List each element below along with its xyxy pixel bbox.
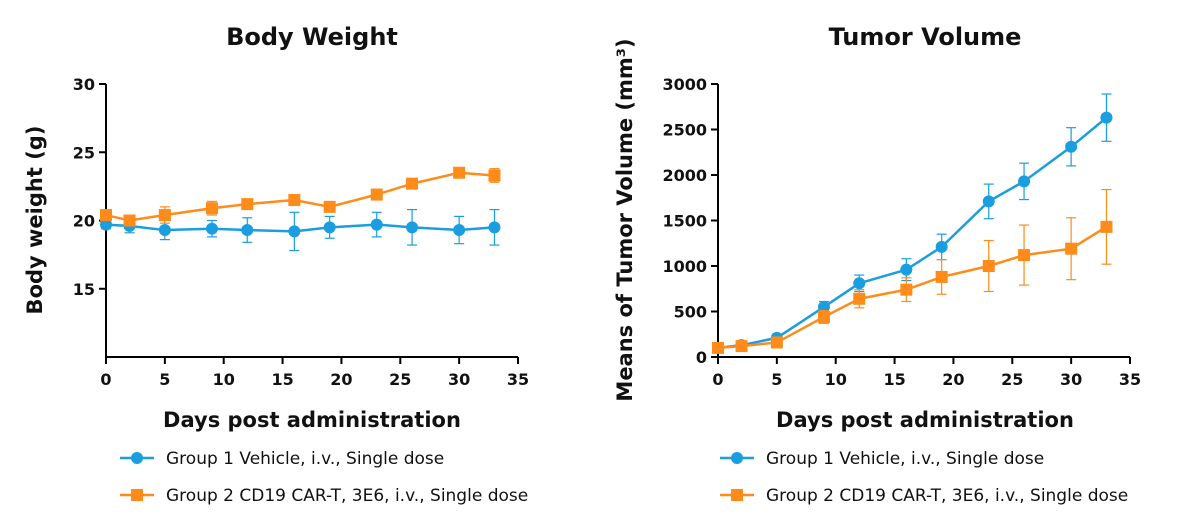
x-tick-label: 25 <box>389 370 411 389</box>
data-point <box>453 224 466 237</box>
data-point <box>900 283 913 296</box>
data-point <box>205 222 218 235</box>
legend-item: Group 2 CD19 CAR-T, 3E6, i.v., Single do… <box>720 486 1128 506</box>
data-point <box>935 240 948 253</box>
series-2 <box>712 188 1113 354</box>
legend-item: Group 1 Vehicle, i.v., Single dose <box>120 449 444 469</box>
data-point <box>158 209 171 222</box>
data-point <box>288 194 301 207</box>
data-point <box>817 310 830 323</box>
data-point <box>488 169 501 182</box>
x-tick-label: 25 <box>1001 370 1023 389</box>
data-point <box>241 224 254 237</box>
legend-label: Group 1 Vehicle, i.v., Single dose <box>166 449 444 469</box>
x-tick-label: 15 <box>883 370 905 389</box>
data-point <box>370 188 383 201</box>
x-tick-label: 5 <box>771 370 782 389</box>
data-point <box>853 277 866 290</box>
y-tick-label: 1500 <box>662 212 707 231</box>
data-point <box>770 336 783 349</box>
data-point <box>406 177 419 190</box>
x-tick-label: 15 <box>271 370 293 389</box>
x-tick-label: 30 <box>448 370 470 389</box>
data-point <box>1100 111 1113 124</box>
legend-left: Group 1 Vehicle, i.v., Single dose Group … <box>120 449 528 506</box>
y-tick-label: 15 <box>73 280 95 299</box>
body-weight-plot-area: 0 5 10 15 20 25 30 35 15 20 25 30 <box>73 75 529 389</box>
data-point <box>712 341 724 354</box>
data-point <box>982 195 995 208</box>
y-tick-label: 2500 <box>662 121 707 140</box>
chart-title: Body Weight <box>226 23 398 51</box>
data-point <box>1018 249 1031 262</box>
series-2 <box>100 166 501 227</box>
y-tick-label: 2000 <box>662 166 707 185</box>
legend-item: Group 1 Vehicle, i.v., Single dose <box>720 449 1044 469</box>
x-tick-label: 0 <box>100 370 111 389</box>
data-point <box>1100 220 1113 233</box>
y-tick-label: 3000 <box>662 75 707 94</box>
data-point <box>323 221 336 234</box>
y-tick-label: 30 <box>73 75 95 94</box>
x-tick-label: 10 <box>825 370 847 389</box>
data-point <box>453 166 466 179</box>
y-tick-label: 25 <box>73 143 95 162</box>
data-point <box>370 218 383 231</box>
data-point <box>817 300 830 313</box>
x-tick-label: 20 <box>942 370 964 389</box>
y-axis-label: Means of Tumor Volume (mm³) <box>613 38 637 401</box>
data-point <box>1018 175 1031 188</box>
legend-marker-square <box>131 489 143 501</box>
chart-title: Tumor Volume <box>829 23 1022 51</box>
y-tick-label: 0 <box>696 348 707 367</box>
legend-marker-circle <box>131 452 143 464</box>
x-axis-label: Days post administration <box>163 408 461 432</box>
data-point <box>100 218 112 231</box>
data-point <box>1065 242 1078 255</box>
y-tick-label: 1000 <box>662 257 707 276</box>
legend-item: Group 2 CD19 CAR-T, 3E6, i.v., Single do… <box>120 486 528 506</box>
x-tick-label: 5 <box>159 370 170 389</box>
data-point <box>735 340 748 353</box>
x-tick-label: 20 <box>330 370 352 389</box>
tumor-volume-chart: Tumor Volume Days post administration Me… <box>613 23 1141 432</box>
data-point <box>900 263 913 276</box>
legend-marker-circle <box>731 452 743 464</box>
legend-label: Group 2 CD19 CAR-T, 3E6, i.v., Single do… <box>766 486 1128 506</box>
data-point <box>100 209 112 222</box>
data-point <box>241 198 254 211</box>
x-axis-label: Days post administration <box>776 408 1074 432</box>
body-weight-chart: Body Weight Days post administration Bod… <box>23 23 529 432</box>
x-tick-label: 10 <box>213 370 235 389</box>
legend-right: Group 1 Vehicle, i.v., Single dose Group … <box>720 449 1128 506</box>
data-point <box>123 214 136 227</box>
data-point <box>205 202 218 215</box>
x-tick-label: 35 <box>1119 370 1141 389</box>
data-point <box>288 225 301 238</box>
x-tick-label: 35 <box>507 370 529 389</box>
legend-label: Group 1 Vehicle, i.v., Single dose <box>766 449 1044 469</box>
data-point <box>158 224 171 237</box>
data-point <box>982 260 995 272</box>
tumor-volume-plot-area: 0 5 10 15 20 25 30 35 0 500 1000 1500 2000 2500 3000 <box>662 75 1141 389</box>
data-point <box>853 292 866 305</box>
y-axis-label: Body weight (g) <box>23 126 47 315</box>
data-point <box>406 221 419 234</box>
x-tick-label: 30 <box>1060 370 1082 389</box>
legend-label: Group 2 CD19 CAR-T, 3E6, i.v., Single do… <box>166 486 528 506</box>
legend-marker-square <box>731 489 743 501</box>
data-point <box>488 221 501 234</box>
series-1 <box>712 93 1113 354</box>
y-tick-label: 500 <box>674 303 707 322</box>
series-line <box>717 116 1108 350</box>
x-tick-label: 0 <box>712 370 723 389</box>
data-point <box>935 270 948 283</box>
data-point <box>323 200 336 213</box>
data-point <box>1065 140 1078 153</box>
y-tick-label: 20 <box>73 212 95 231</box>
